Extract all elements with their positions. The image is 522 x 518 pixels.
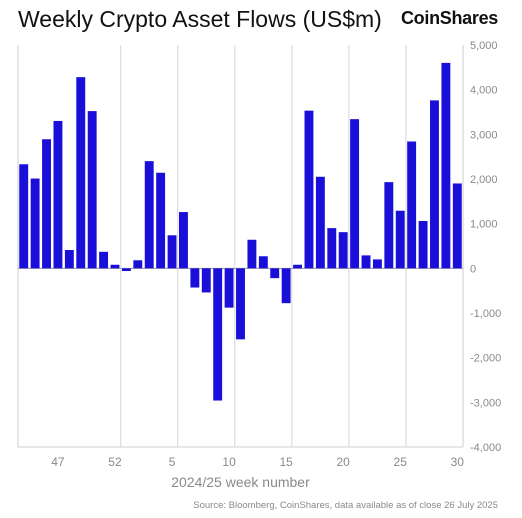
bar-week-8 (201, 268, 211, 293)
bar-week-19 (327, 228, 337, 269)
bar-week-48 (64, 250, 74, 269)
bar-week-26 (407, 141, 417, 269)
bar-week-45 (30, 178, 40, 269)
bar-week-47 (53, 120, 63, 269)
y-tick-label: 0 (470, 263, 476, 275)
y-tick-label: 3,000 (470, 129, 498, 141)
y-tick-label: 4,000 (470, 85, 498, 97)
bar-week-5 (167, 235, 177, 269)
bar-week-28 (430, 100, 439, 269)
x-tick-label: 20 (337, 455, 351, 469)
source-note: Source: Bloomberg, CoinShares, data avai… (193, 500, 498, 511)
bar-week-1 (121, 268, 131, 272)
bar-week-14 (270, 268, 280, 279)
x-tick-label: 30 (451, 455, 465, 469)
bar-week-29 (441, 62, 451, 269)
bar-week-22 (361, 255, 371, 269)
x-tick-label: 52 (108, 455, 122, 469)
bar-week-24 (384, 182, 394, 269)
bar-week-15 (281, 268, 291, 304)
y-tick-label: -4,000 (470, 442, 501, 454)
bar-week-49 (76, 77, 86, 269)
x-tick-label: 47 (51, 455, 65, 469)
bar-week-18 (315, 176, 325, 269)
bar-week-51 (99, 251, 109, 269)
bar-week-2 (133, 260, 143, 269)
bar-week-3 (144, 161, 154, 269)
bar-week-27 (418, 220, 428, 269)
y-tick-label: -1,000 (470, 308, 501, 320)
chart-title: Weekly Crypto Asset Flows (US$m) (18, 6, 382, 32)
axis-layer: 5,000 4,000 3,000 2,000 1,000 0 -1,000 -2,000 -3… (51, 40, 501, 469)
y-tick-label: 5,000 (470, 40, 498, 52)
bar-week-10 (224, 268, 234, 308)
bar-week-7 (190, 268, 200, 288)
y-tick-label: 2,000 (470, 174, 498, 186)
x-axis-label: 2024/25 week number (171, 474, 310, 490)
bar-week-52 (110, 264, 120, 269)
coinshares-logo: CoinShares (400, 8, 498, 28)
bar-week-44 (19, 164, 29, 269)
bar-week-25 (395, 210, 405, 269)
bar-week-6 (179, 212, 188, 269)
bar-week-4 (156, 172, 166, 269)
bar-week-30 (452, 183, 462, 269)
bar-week-9 (213, 268, 223, 401)
x-tick-label: 5 (169, 455, 176, 469)
bar-week-50 (87, 111, 97, 269)
x-tick-label: 10 (222, 455, 236, 469)
bar-week-20 (338, 232, 348, 269)
bar-layer (19, 62, 462, 401)
bar-week-16 (293, 264, 302, 269)
y-tick-label: -2,000 (470, 353, 501, 365)
bar-week-12 (247, 239, 257, 269)
bar-week-13 (258, 256, 268, 269)
y-tick-label: -3,000 (470, 397, 501, 409)
bar-week-46 (42, 139, 51, 269)
bar-week-17 (304, 110, 314, 269)
x-tick-label: 25 (394, 455, 408, 469)
bar-week-23 (372, 259, 382, 269)
x-tick-label: 15 (279, 455, 293, 469)
y-tick-label: 1,000 (470, 219, 498, 231)
bar-week-11 (236, 268, 245, 340)
bar-week-21 (350, 119, 360, 269)
